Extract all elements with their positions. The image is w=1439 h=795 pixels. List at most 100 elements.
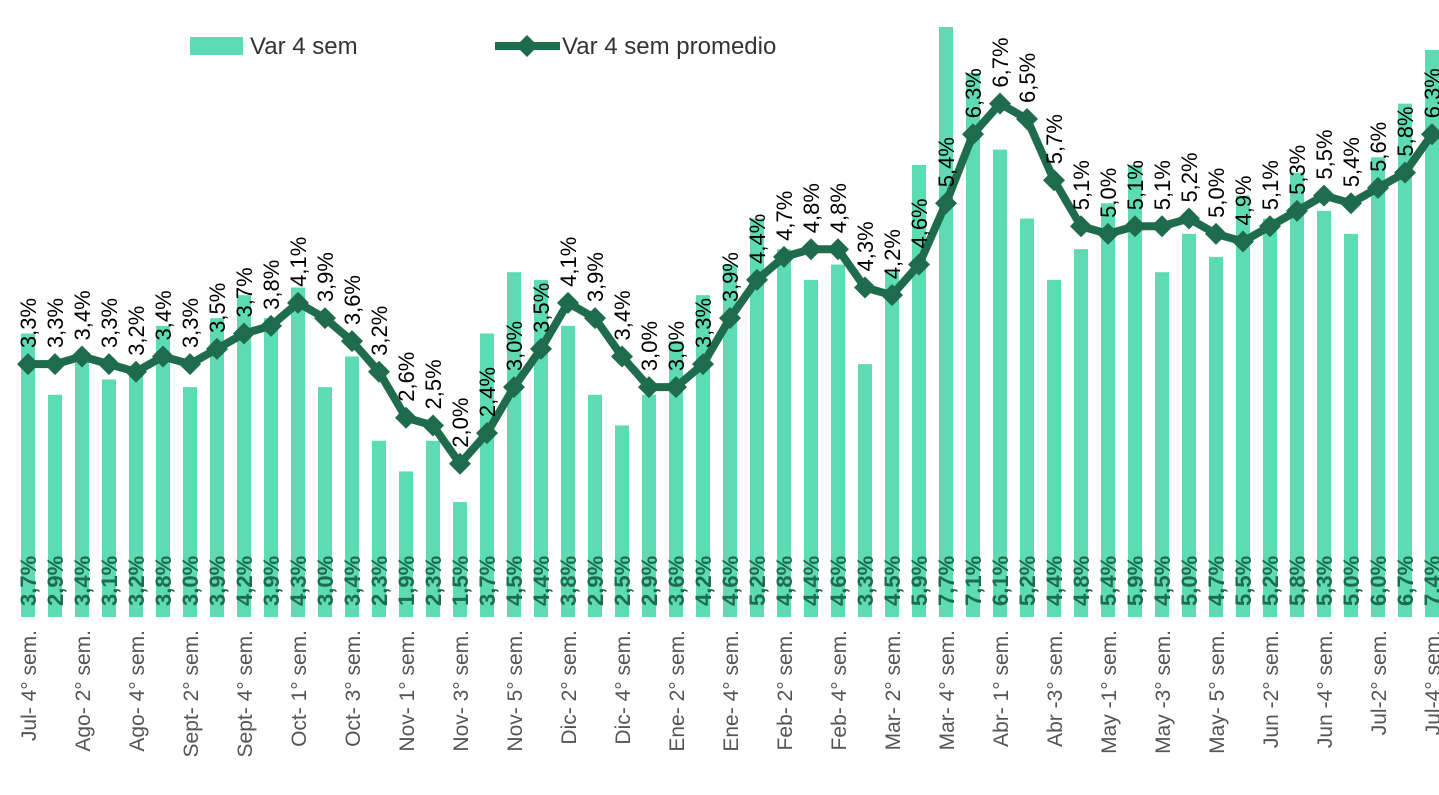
bar-value-label: 3,4% xyxy=(70,556,95,606)
line-marker xyxy=(17,353,39,376)
line-marker xyxy=(908,253,930,276)
bar-value-label: 2,3% xyxy=(421,556,446,606)
legend-item: Var 4 sem promedio xyxy=(495,33,776,60)
bar xyxy=(453,502,467,617)
line-marker xyxy=(1124,215,1146,238)
bar-value-label: 3,4% xyxy=(340,556,365,606)
bar-value-label: 4,3% xyxy=(286,556,311,606)
bar-value-label: 3,7% xyxy=(475,556,500,606)
bar xyxy=(1074,249,1088,617)
line-value-label: 4,6% xyxy=(907,198,932,248)
line-marker xyxy=(692,353,714,376)
bar xyxy=(1425,49,1439,618)
line-marker xyxy=(746,268,768,291)
line-value-label: 3,8% xyxy=(259,260,284,310)
line-marker xyxy=(638,376,660,399)
bar-value-label: 4,7% xyxy=(1204,556,1229,606)
bar-value-label: 5,4% xyxy=(1096,556,1121,606)
line-value-label: 4,8% xyxy=(799,183,824,233)
line-marker xyxy=(233,322,255,345)
x-tick-label: Jul-4° sem. xyxy=(1422,630,1439,735)
bar-value-label: 5,2% xyxy=(745,556,770,606)
bar-value-label: 2,5% xyxy=(610,556,635,606)
line-marker xyxy=(206,337,228,360)
line-value-label: 3,0% xyxy=(664,321,689,371)
line-value-label: 3,4% xyxy=(70,290,95,340)
line-marker xyxy=(557,291,579,314)
bar xyxy=(1371,157,1385,617)
line-value-label: 3,2% xyxy=(367,306,392,356)
line-marker xyxy=(881,284,903,307)
line-marker xyxy=(368,360,390,383)
bar-value-label: 2,9% xyxy=(637,556,662,606)
line-marker xyxy=(854,276,876,299)
bar xyxy=(1317,210,1331,617)
x-tick-label: Feb- 4° sem. xyxy=(828,630,851,750)
bar xyxy=(966,72,980,618)
line-marker xyxy=(179,353,201,376)
bar xyxy=(669,341,683,617)
line-marker xyxy=(125,360,147,383)
line-value-label: 3,3% xyxy=(43,298,68,348)
x-tick-label: Feb- 2° sem. xyxy=(774,630,797,750)
line-marker xyxy=(1421,123,1439,146)
line-marker xyxy=(773,245,795,268)
line-value-label: 4,8% xyxy=(826,183,851,233)
bar-value-label: 3,0% xyxy=(313,556,338,606)
bar xyxy=(426,440,440,617)
x-tick-label: Dic- 4° sem. xyxy=(612,630,635,745)
line-marker xyxy=(341,330,363,353)
bar xyxy=(21,333,35,617)
bar-value-label: 4,5% xyxy=(880,556,905,606)
line-value-label: 3,7% xyxy=(232,267,257,317)
line-value-label: 3,3% xyxy=(178,298,203,348)
line-value-label: 4,2% xyxy=(880,229,905,279)
bar xyxy=(615,425,629,617)
line-value-label: 5,6% xyxy=(1366,122,1391,172)
line-marker xyxy=(584,307,606,330)
bar xyxy=(939,27,953,617)
bar-value-label: 5,2% xyxy=(1015,556,1040,606)
line-value-label: 5,2% xyxy=(1177,152,1202,202)
line-marker xyxy=(1043,169,1065,192)
line-value-label: 3,3% xyxy=(691,298,716,348)
bar xyxy=(831,264,845,617)
bar-value-label: 4,8% xyxy=(1069,556,1094,606)
bar-value-label: 5,0% xyxy=(1339,556,1364,606)
line-marker xyxy=(260,314,282,337)
line-value-label: 5,1% xyxy=(1123,160,1148,210)
line-value-label: 2,5% xyxy=(421,359,446,409)
bar-value-label: 5,0% xyxy=(1177,556,1202,606)
line-marker xyxy=(1394,161,1416,184)
line-value-label: 5,1% xyxy=(1258,160,1283,210)
x-tick-label: Ago- 2° sem. xyxy=(72,630,95,752)
line-marker xyxy=(1151,215,1173,238)
line-value-label: 2,4% xyxy=(475,367,500,417)
bar-value-label: 4,6% xyxy=(718,556,743,606)
bar xyxy=(1290,172,1304,617)
line-marker xyxy=(503,376,525,399)
bar-value-label: 3,9% xyxy=(205,556,230,606)
x-tick-label: Jul- 4° sem. xyxy=(18,630,41,741)
bar xyxy=(1020,218,1034,617)
bar xyxy=(345,356,359,617)
x-tick-label: Jun -4° sem. xyxy=(1314,630,1337,748)
line-marker xyxy=(476,422,498,445)
bar xyxy=(1236,195,1250,618)
x-tick-label: Mar- 4° sem. xyxy=(936,630,959,750)
bar-value-label: 4,8% xyxy=(772,556,797,606)
bar xyxy=(75,356,89,617)
line-value-label: 3,3% xyxy=(97,298,122,348)
line-value-label: 3,5% xyxy=(529,283,554,333)
bar xyxy=(372,440,386,617)
line-value-label: 3,3% xyxy=(16,298,41,348)
bar-value-label: 2,9% xyxy=(583,556,608,606)
x-tick-label: Sept- 4° sem. xyxy=(234,630,257,757)
bar-value-label: 3,9% xyxy=(259,556,284,606)
line-marker xyxy=(530,337,552,360)
line-marker xyxy=(314,307,336,330)
line-marker xyxy=(1016,107,1038,130)
bar xyxy=(804,279,818,617)
bar xyxy=(480,333,494,617)
bar xyxy=(237,295,251,617)
